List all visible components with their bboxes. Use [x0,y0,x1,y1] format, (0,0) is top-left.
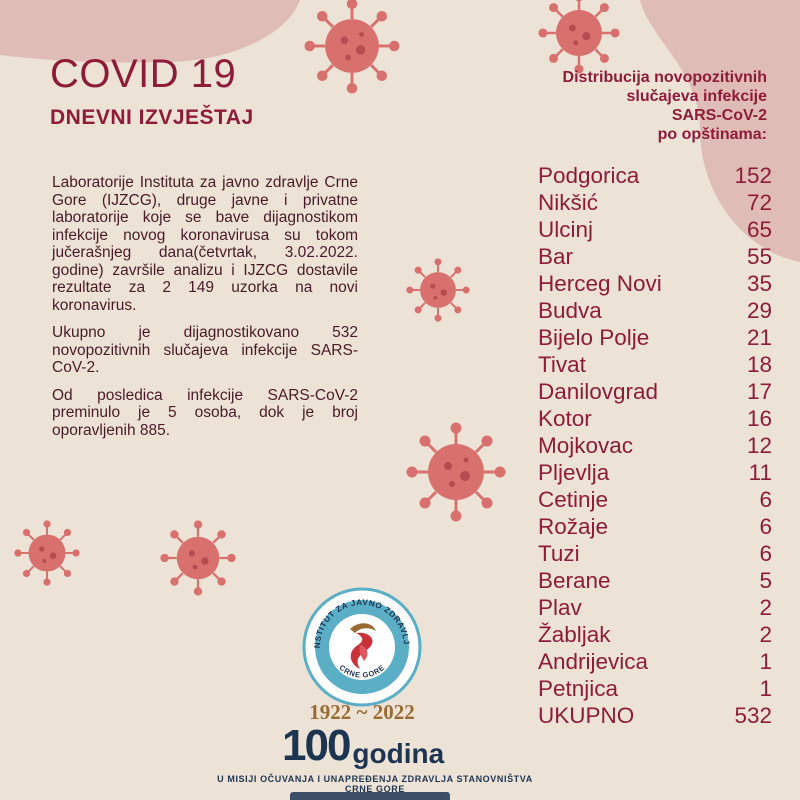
case-count: 21 [746,325,772,350]
table-row: Tivat 18 [538,352,772,379]
hundred-word: godina [352,738,445,769]
table-row: Kotor 16 [538,406,772,433]
case-count: 35 [746,271,772,296]
municipality-name: Cetinje [538,487,609,512]
municipality-name: Andrijevica [538,649,649,674]
case-count: 2 [759,595,772,620]
cropped-logo-fragment [290,792,450,800]
table-row: Herceg Novi 35 [538,271,772,298]
distribution-heading-line: po opštinama: [657,126,767,143]
municipality-name: Podgorica [538,163,640,188]
municipality-name: Herceg Novi [538,271,662,296]
municipality-name: Berane [538,568,611,593]
virus-icon [538,0,620,74]
table-row: Nikšić 72 [538,190,772,217]
municipality-name: Petnjica [538,676,619,701]
case-count: 1 [759,676,772,701]
table-row: Danilovgrad 17 [538,379,772,406]
case-count: 6 [759,514,772,539]
table-row: Petnjica 1 [538,676,772,703]
municipality-name: Ulcinj [538,217,594,242]
virus-icon [406,258,470,322]
municipality-name: Mojkovac [538,433,634,458]
case-count: 11 [748,460,772,485]
virus-icon [14,520,80,586]
total-row: UKUPNO 532 [538,703,772,730]
case-count: 18 [746,352,772,377]
table-row: Cetinje 6 [538,487,772,514]
distribution-heading-line: SARS-CoV-2 [671,107,767,124]
municipality-name: Tivat [538,352,586,377]
total-count: 532 [734,703,772,728]
institute-logo-icon: INSTITUT ZA JAVNO ZDRAVLJE CRNE GORE [300,585,422,707]
case-count: 6 [759,487,772,512]
case-count: 65 [746,217,772,242]
table-row: Tuzi 6 [538,541,772,568]
municipality-name: Budva [538,298,602,323]
table-row: Bijelo Polje 21 [538,325,772,352]
table-row: Podgorica 152 [538,163,772,190]
report-paragraph: Od posledica infekcije SARS-CoV-2 premin… [52,386,358,439]
municipality-name: Žabljak [538,622,611,647]
table-row: Plav 2 [538,595,772,622]
case-count: 152 [734,163,772,188]
virus-icon [304,0,400,94]
case-count: 12 [746,433,772,458]
municipality-name: Kotor [538,406,592,431]
table-row: Pljevlja 11 [538,460,772,487]
table-row: Mojkovac 12 [538,433,772,460]
virus-icon [160,520,236,596]
municipality-table: Podgorica 152 Nikšić 72 Ulcinj 65 Bar 55 Her… [538,163,772,730]
report-paragraph: Ukupno je dijagnostikovano 532 novopozit… [52,324,358,376]
total-label: UKUPNO [538,703,635,728]
background-blob-shapes [0,0,800,262]
table-row: Andrijevica 1 [538,649,772,676]
case-count: 2 [759,622,772,647]
municipality-name: Pljevlja [538,460,610,485]
table-row: Žabljak 2 [538,622,772,649]
municipality-name: Nikšić [538,190,598,215]
page-subtitle: DNEVNI IZVJEŠTAJ [50,106,254,129]
table-row: Berane 5 [538,568,772,595]
institute-motto: U MISIJI OČUVANJA I UNAPREĐENJA ZDRAVLJA… [217,774,533,794]
case-count: 1 [759,649,772,674]
municipality-name: Bijelo Polje [538,325,650,350]
table-row: Ulcinj 65 [538,217,772,244]
distribution-heading-line: slučajeva infekcije [626,88,767,105]
municipality-name: Plav [538,595,582,620]
case-count: 72 [746,190,772,215]
municipality-name: Danilovgrad [538,379,659,404]
case-count: 17 [746,379,772,404]
case-count: 55 [746,244,772,269]
distribution-heading: Distribucija novopozitivnih slučajeva in… [497,68,767,144]
page-title: COVID 19 [50,52,237,96]
anniversary-years: 1922 ~ 2022 [309,700,415,724]
table-row: Bar 55 [538,244,772,271]
municipality-name: Tuzi [538,541,580,566]
table-row: Rožaje 6 [538,514,772,541]
report-text: Laboratorije Instituta za javno zdravlje… [52,174,358,449]
case-count: 6 [759,541,772,566]
case-count: 5 [759,568,772,593]
case-count: 29 [746,298,772,323]
municipality-name: Rožaje [538,514,609,539]
table-row: Budva 29 [538,298,772,325]
report-paragraph: Laboratorije Instituta za javno zdravlje… [52,174,358,314]
hundred-number: 100 [282,721,351,770]
hundred-years-badge: 100 godina [282,724,444,768]
municipality-name: Bar [538,244,574,269]
virus-icon [406,422,506,522]
case-count: 16 [746,406,772,431]
distribution-heading-line: Distribucija novopozitivnih [562,69,767,86]
